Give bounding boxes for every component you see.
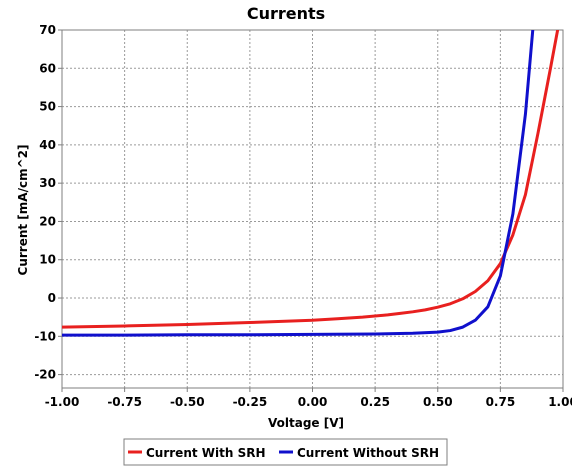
y-tick-label: 20 [39,214,56,228]
x-tick-label: 0.50 [423,395,453,409]
y-axis-title: Current [mA/cm^2] [16,145,30,276]
x-axis-title: Voltage [V] [268,416,344,430]
x-tick-label: 0.00 [298,395,328,409]
y-tick-label: -10 [34,329,56,343]
series-lines [62,30,560,337]
series-line-with-srh [62,30,560,329]
x-tick-label: 0.25 [360,395,390,409]
chart-title: Currents [247,4,325,23]
y-tick-label: 50 [39,100,56,114]
y-axis-ticks: -20 -10 0 10 20 30 40 50 60 70 [34,23,62,382]
y-tick-label: -20 [34,368,56,382]
y-tick-label: 10 [39,253,56,267]
x-tick-label: -0.50 [170,395,205,409]
legend-label-without-srh: Current Without SRH [297,446,439,460]
y-tick-label: 0 [48,291,56,305]
y-tick-label: 30 [39,176,56,190]
y-tick-label: 60 [39,61,56,75]
x-axis-ticks: -1.00 -0.75 -0.50 -0.25 0.00 0.25 0.50 0.75 1.00 [45,388,572,409]
y-tick-label: 70 [39,23,56,37]
x-tick-label: 1.00 [548,395,572,409]
x-tick-label: 0.75 [486,395,516,409]
x-tick-label: -1.00 [45,395,80,409]
legend: Current With SRH Current Without SRH [123,438,448,466]
x-tick-label: -0.25 [233,395,268,409]
y-tick-label: 40 [39,138,56,152]
x-tick-label: -0.75 [107,395,142,409]
series-line-without-srh [62,30,535,337]
legend-label-with-srh: Current With SRH [146,446,266,460]
